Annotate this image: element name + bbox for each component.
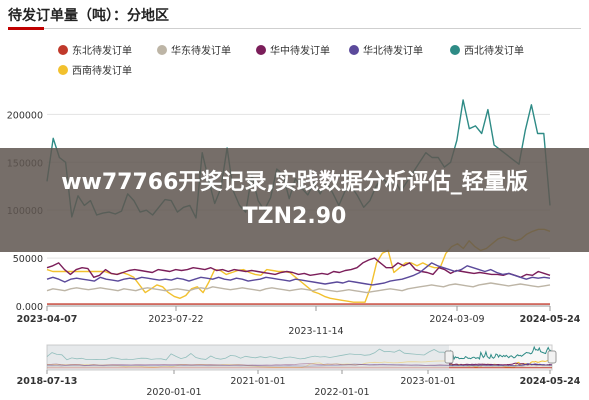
title-divider — [8, 27, 581, 30]
legend-marker — [58, 65, 68, 75]
navigator-window-line — [448, 363, 553, 367]
chart-title: 待发订单量（吨）：分地区 — [8, 8, 169, 24]
x-axis: 2023-04-07 2023-07-22 2023-11-14 2024-03-09… — [17, 306, 581, 337]
legend-marker — [157, 45, 167, 55]
navigator-history-line — [46, 365, 450, 368]
navigator-history-line — [46, 363, 450, 367]
x-tick-label: 2024-05-24 — [520, 314, 581, 325]
navigator-left-handle[interactable] — [444, 350, 454, 364]
legend-label[interactable]: 华东待发订单 — [171, 44, 231, 57]
x-tick-label: 2023-04-07 — [17, 314, 78, 325]
x-tick-label: 2024-03-09 — [429, 314, 484, 325]
legend-marker — [58, 45, 68, 55]
overlay-text: ww77766开奖记录,实践数据分析评估_轻量版TZN2.90 — [61, 170, 528, 229]
legend-label[interactable]: 东北待发订单 — [72, 44, 132, 57]
navigator-history-line — [46, 348, 450, 361]
navigator-axis: 2018-07-13 2020-01-01 2021-01-01 2022-01-01… — [17, 370, 581, 398]
nav-tick-label: 2023-01-01 — [400, 376, 455, 387]
series-line — [46, 257, 551, 278]
navigator-history-line — [46, 363, 450, 366]
nav-tick-label: 2024-05-24 — [520, 376, 581, 387]
navigator-unselected — [47, 345, 449, 370]
nav-tick-label: 2021-01-01 — [230, 376, 285, 387]
y-tick-label: 50000 — [13, 254, 43, 265]
overlay-banner: ww77766开奖记录,实践数据分析评估_轻量版TZN2.90 — [0, 148, 589, 252]
legend-label[interactable]: 西南待发订单 — [72, 64, 132, 77]
legend-label[interactable]: 西北待发订单 — [464, 44, 524, 57]
legend-marker — [256, 45, 266, 55]
nav-tick-label: 2020-01-01 — [146, 387, 201, 398]
series-line — [46, 262, 551, 286]
y-tick-label: 0.000 — [16, 302, 43, 313]
nav-tick-label: 2022-01-01 — [314, 387, 369, 398]
title-accent — [8, 27, 44, 30]
x-tick-label: 2023-07-22 — [148, 314, 203, 325]
legend-marker — [349, 45, 359, 55]
navigator-window-line — [448, 345, 553, 361]
navigator-history-line — [46, 360, 450, 369]
x-tick-label: 2023-11-14 — [288, 326, 343, 337]
navigator-window-line — [448, 362, 553, 366]
legend-label[interactable]: 华北待发订单 — [363, 44, 423, 57]
range-navigator[interactable] — [46, 344, 557, 371]
legend-marker — [450, 45, 460, 55]
legend-label[interactable]: 华中待发订单 — [270, 44, 330, 57]
navigator-right-handle[interactable] — [547, 350, 557, 364]
series-line — [46, 282, 551, 294]
nav-tick-label: 2018-07-13 — [17, 376, 78, 387]
y-tick-label: 200000 — [7, 110, 43, 121]
navigator-window-line — [448, 365, 552, 368]
